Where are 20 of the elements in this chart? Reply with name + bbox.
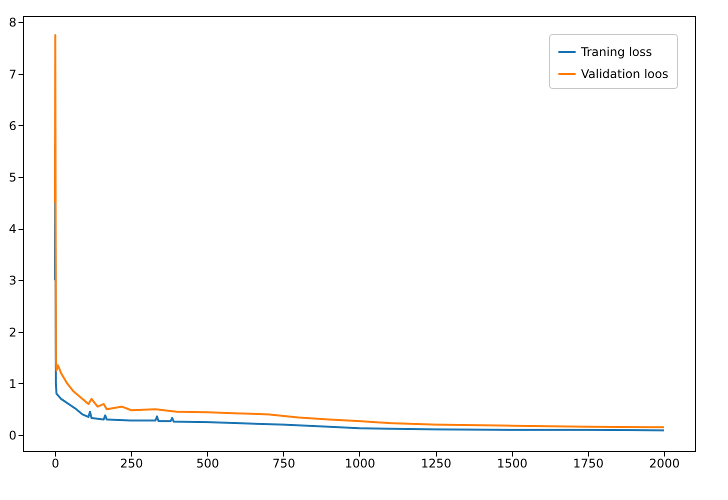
y-tick-label: 8 bbox=[8, 16, 16, 30]
x-tick-label: 2000 bbox=[649, 456, 680, 470]
y-tick-label: 2 bbox=[8, 325, 16, 340]
x-tick-label: 1500 bbox=[496, 456, 528, 470]
x-tick-label: 1250 bbox=[420, 456, 452, 470]
y-tick-label: 6 bbox=[8, 118, 16, 133]
x-tick-label: 500 bbox=[196, 456, 220, 470]
x-tick-label: 750 bbox=[272, 456, 296, 470]
legend-label: Validation loos bbox=[581, 67, 668, 81]
x-tick-label: 0 bbox=[52, 456, 60, 470]
y-tick-label: 5 bbox=[8, 170, 16, 184]
y-tick-label: 3 bbox=[8, 274, 16, 288]
y-tick-label: 0 bbox=[8, 428, 16, 443]
legend-label: Traning loss bbox=[580, 45, 652, 59]
x-tick-label: 1000 bbox=[344, 456, 376, 470]
y-tick-label: 4 bbox=[8, 222, 16, 236]
x-tick-label: 1750 bbox=[573, 456, 604, 470]
x-tick-label: 250 bbox=[120, 456, 144, 470]
y-tick-label: 7 bbox=[8, 67, 16, 82]
y-tick-label: 1 bbox=[8, 376, 16, 391]
